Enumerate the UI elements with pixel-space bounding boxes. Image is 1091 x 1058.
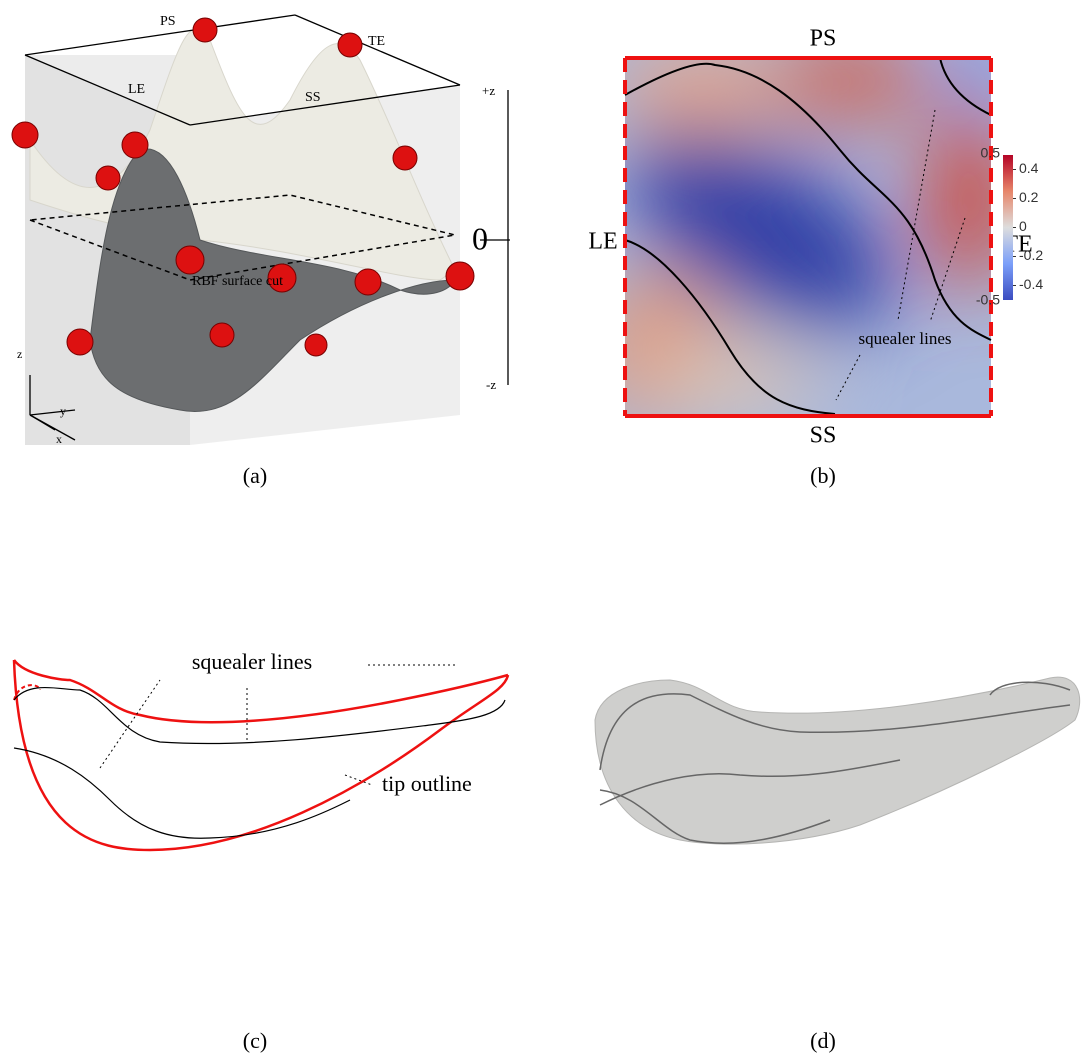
label: PS <box>160 14 176 29</box>
panel-b: PS SS LE TE squealer lines (b) <box>588 26 1032 489</box>
colorbar-tick-label: -0.2 <box>1019 247 1043 263</box>
panel-a: PS TE LE SS +z 0 -z RBF surface cut z y … <box>12 14 510 488</box>
label: 0 <box>472 220 488 256</box>
label: y <box>60 404 66 418</box>
label: PS <box>810 26 837 52</box>
label: +z <box>482 83 495 98</box>
label: squealer lines <box>192 649 312 674</box>
label: x <box>56 432 62 446</box>
label: LE <box>128 82 145 97</box>
colorbar-tick-label: 0.4 <box>1019 160 1039 176</box>
colorbar-tick-label: 0 <box>1019 218 1027 234</box>
arrows <box>100 665 455 785</box>
panel-d: (d) <box>595 677 1080 1053</box>
label: z <box>17 347 22 361</box>
colorbar-tick-label: 0.2 <box>1019 189 1039 205</box>
label: tip outline <box>382 771 472 796</box>
colorbar-tick-label: -0.4 <box>1019 276 1043 292</box>
label: SS <box>305 90 321 105</box>
colorbar <box>1003 155 1013 300</box>
panel-c: squealer lines tip outline (c) <box>14 649 508 1053</box>
figure: PS TE LE SS +z 0 -z RBF surface cut z y … <box>0 0 1091 1058</box>
colorbar-max: 0.5 <box>981 145 1001 161</box>
label: SS <box>810 423 837 449</box>
caption: (d) <box>810 1028 836 1053</box>
label: LE <box>588 229 617 255</box>
blade-tip <box>595 677 1080 844</box>
label: TE <box>368 34 385 49</box>
tip-outline <box>14 685 40 700</box>
colorbar-min: -0.5 <box>976 292 1000 308</box>
caption: (c) <box>243 1028 267 1053</box>
squealer-line <box>14 748 350 838</box>
caption: (b) <box>810 463 836 488</box>
caption: (a) <box>243 463 267 488</box>
label: -z <box>486 377 496 392</box>
label: RBF surface cut <box>192 274 283 289</box>
heatmap <box>590 40 1015 430</box>
label: squealer lines <box>859 329 952 348</box>
